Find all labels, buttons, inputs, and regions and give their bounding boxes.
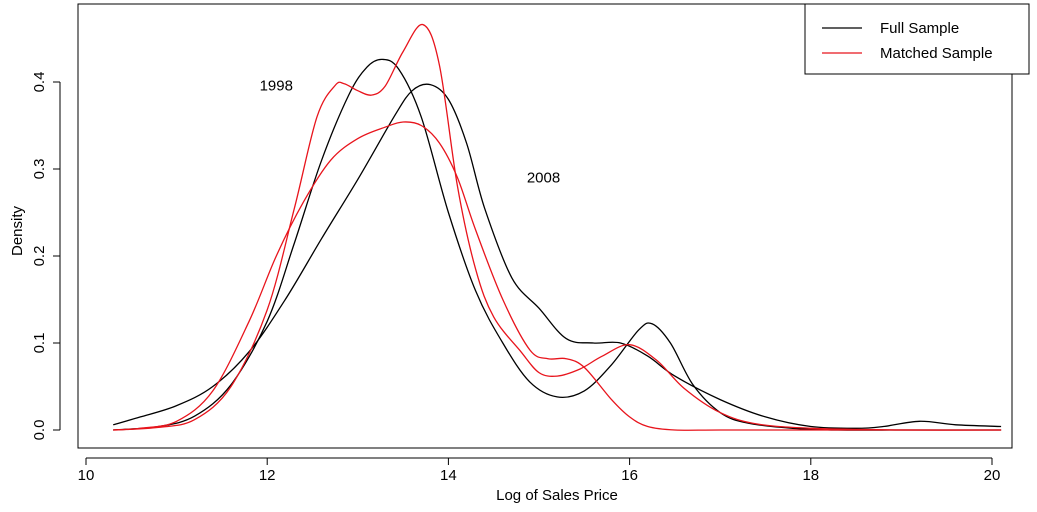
y-tick-label: 0.3 (31, 159, 48, 180)
annotation-2008: 2008 (527, 170, 560, 187)
annotations-group: 1998 2008 (260, 77, 561, 186)
series-line-full-sample-2008 (113, 83, 1002, 429)
x-tick-label: 18 (802, 467, 819, 484)
legend-box (804, 3, 1030, 75)
x-axis-title: Log of Sales Price (496, 487, 618, 504)
x-tick-label: 20 (984, 467, 1001, 484)
x-tick-label: 16 (621, 467, 638, 484)
x-tick-label: 10 (78, 467, 95, 484)
y-tick-label: 0.0 (31, 420, 48, 441)
plot-frame (77, 3, 1013, 449)
legend-label-matched-sample: Matched Sample (880, 45, 993, 62)
legend: Full Sample Matched Sample (804, 3, 1030, 75)
y-tick-label: 0.1 (31, 333, 48, 354)
x-tick-label: 14 (440, 467, 457, 484)
series-line-matched-sample-1998 (113, 23, 1002, 431)
annotation-1998: 1998 (260, 77, 293, 94)
y-tick-label: 0.4 (31, 72, 48, 93)
axes-group: 10 12 14 16 18 20 0.0 0.1 0.2 0.3 0.4 (31, 3, 1013, 484)
legend-label-full-sample: Full Sample (880, 20, 959, 37)
series-line-matched-sample-2008 (113, 121, 1002, 431)
y-tick-label: 0.2 (31, 246, 48, 267)
y-axis-title: Density (9, 205, 26, 256)
x-tick-label: 12 (259, 467, 276, 484)
series-line-full-sample-1998 (113, 58, 1002, 431)
series-layer (113, 23, 1002, 431)
